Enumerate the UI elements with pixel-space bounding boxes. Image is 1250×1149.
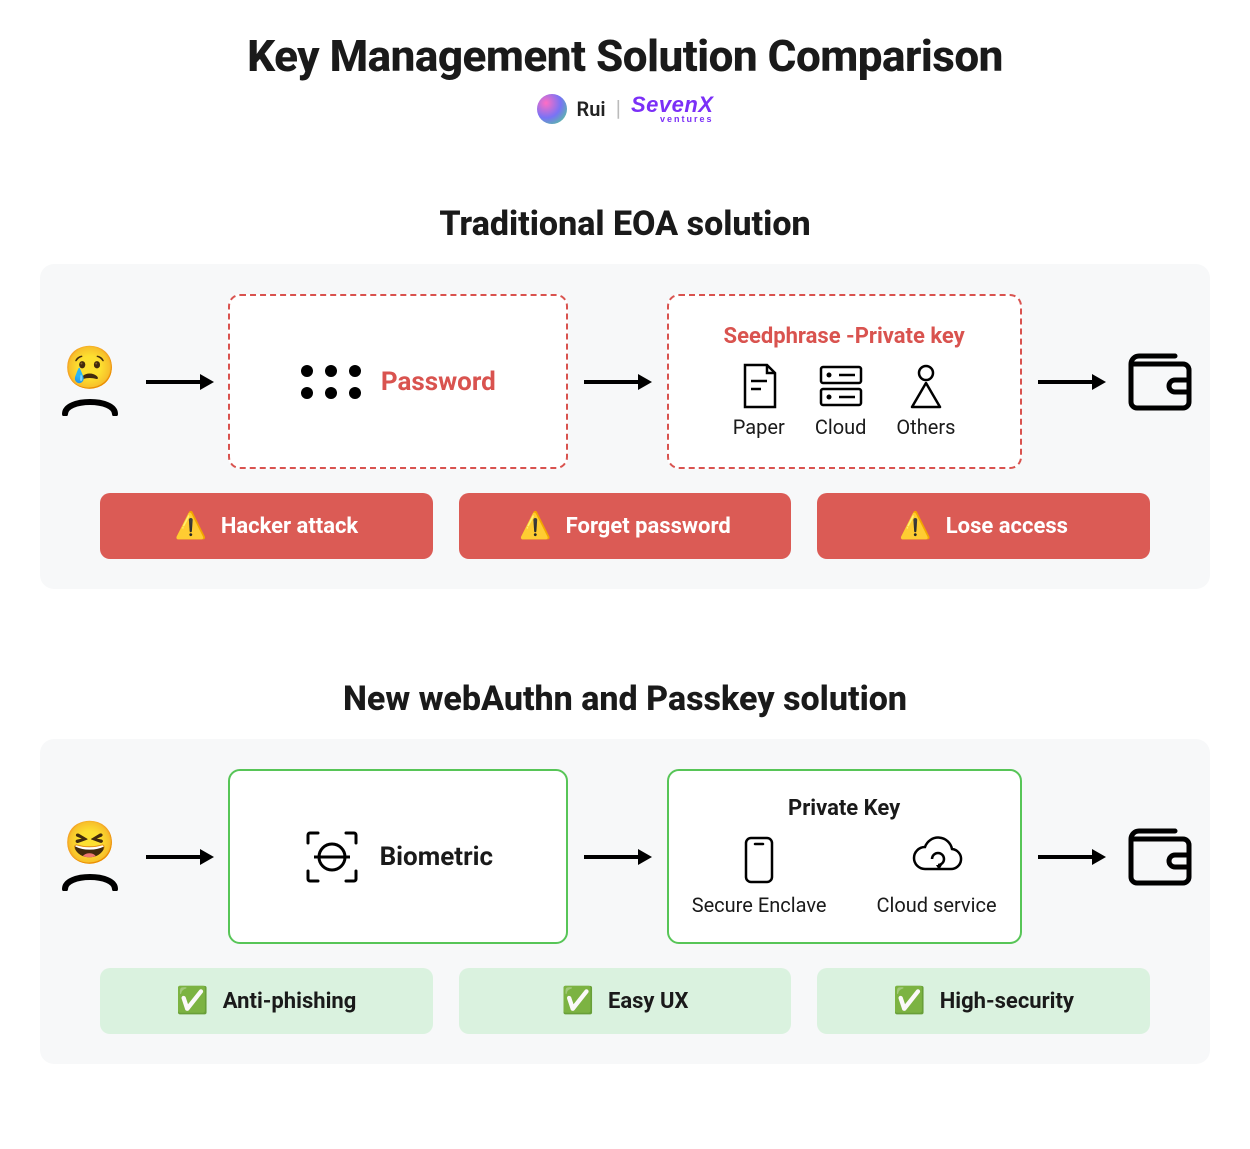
paper-icon bbox=[739, 363, 779, 409]
brand-logo: SevenX ventures bbox=[631, 95, 714, 123]
secure-enclave-item: Secure Enclave bbox=[692, 835, 827, 917]
face-id-icon bbox=[304, 829, 360, 885]
paper-label: Paper bbox=[733, 415, 785, 439]
password-dots-icon bbox=[301, 365, 361, 399]
badge-hacker-attack: ⚠️ Hacker attack bbox=[100, 493, 433, 559]
page-title: Key Management Solution Comparison bbox=[40, 30, 1210, 82]
cloud-service-label: Cloud service bbox=[876, 893, 996, 917]
server-icon bbox=[817, 363, 865, 409]
others-item: Others bbox=[896, 363, 955, 439]
biometric-box: Biometric bbox=[228, 769, 568, 944]
warning-icon: ⚠️ bbox=[899, 511, 931, 541]
badge-forget-password: ⚠️ Forget password bbox=[459, 493, 792, 559]
author-name: Rui bbox=[577, 97, 606, 121]
biometric-label: Biometric bbox=[380, 842, 493, 872]
section2-flow: 😆 Biometric Private Key bbox=[40, 769, 1210, 944]
wallet-1 bbox=[1120, 352, 1200, 412]
warning-icon: ⚠️ bbox=[174, 511, 206, 541]
badge-text: Forget password bbox=[566, 514, 731, 539]
section2-title: New webAuthn and Passkey solution bbox=[40, 679, 1210, 719]
seedphrase-title: Seedphrase -Private key bbox=[724, 324, 965, 349]
others-label: Others bbox=[896, 415, 955, 439]
cloud-service-item: Cloud service bbox=[876, 835, 996, 917]
byline: Rui | SevenX ventures bbox=[40, 94, 1210, 124]
badge-easy-ux: ✅ Easy UX bbox=[459, 968, 792, 1034]
section1-title: Traditional EOA solution bbox=[40, 204, 1210, 244]
arrow-3 bbox=[1036, 370, 1106, 394]
arrow-5 bbox=[582, 845, 652, 869]
badge-text: Easy UX bbox=[608, 989, 688, 1014]
seedphrase-box: Seedphrase -Private key Paper bbox=[667, 294, 1022, 469]
byline-separator: | bbox=[616, 97, 621, 122]
person-icon bbox=[906, 363, 946, 409]
private-key-title: Private Key bbox=[788, 796, 900, 821]
badge-text: High-security bbox=[940, 989, 1074, 1014]
author-avatar bbox=[537, 94, 567, 124]
storage-icons-row-2: Secure Enclave Cloud service bbox=[692, 835, 997, 917]
paper-item: Paper bbox=[733, 363, 785, 439]
warning-icon: ⚠️ bbox=[519, 511, 551, 541]
badge-text: Lose access bbox=[946, 514, 1068, 539]
badge-text: Hacker attack bbox=[221, 514, 358, 539]
user-happy: 😆 bbox=[50, 823, 130, 891]
wallet-icon bbox=[1125, 352, 1195, 412]
check-icon: ✅ bbox=[893, 986, 925, 1016]
section1-flow: 😢 Password Seedphrase -Private key bbox=[40, 294, 1210, 469]
arrow-1 bbox=[144, 370, 214, 394]
badge-lose-access: ⚠️ Lose access bbox=[817, 493, 1150, 559]
user-sad: 😢 bbox=[50, 348, 130, 416]
arrow-4 bbox=[144, 845, 214, 869]
cloud-sync-icon bbox=[910, 835, 964, 885]
check-icon: ✅ bbox=[562, 986, 594, 1016]
wallet-2 bbox=[1120, 827, 1200, 887]
secure-enclave-label: Secure Enclave bbox=[692, 893, 827, 917]
password-label: Password bbox=[381, 367, 496, 397]
section2-badges: ✅ Anti-phishing ✅ Easy UX ✅ High-securit… bbox=[40, 968, 1210, 1034]
private-key-box: Private Key Secure Enclave Cloud serv bbox=[667, 769, 1022, 944]
badge-high-security: ✅ High-security bbox=[817, 968, 1150, 1034]
section1-panel: 😢 Password Seedphrase -Private key bbox=[40, 264, 1210, 589]
cloud-label: Cloud bbox=[815, 415, 867, 439]
cloud-item: Cloud bbox=[815, 363, 867, 439]
arrow-6 bbox=[1036, 845, 1106, 869]
check-icon: ✅ bbox=[176, 986, 208, 1016]
badge-anti-phishing: ✅ Anti-phishing bbox=[100, 968, 433, 1034]
arrow-2 bbox=[582, 370, 652, 394]
phone-icon bbox=[742, 835, 776, 885]
person-body-icon bbox=[61, 384, 119, 416]
section2-panel: 😆 Biometric Private Key bbox=[40, 739, 1210, 1064]
person-body-icon bbox=[61, 859, 119, 891]
wallet-icon bbox=[1125, 827, 1195, 887]
storage-icons-row: Paper Cloud bbox=[733, 363, 956, 439]
section1-badges: ⚠️ Hacker attack ⚠️ Forget password ⚠️ L… bbox=[40, 493, 1210, 559]
password-box: Password bbox=[228, 294, 568, 469]
badge-text: Anti-phishing bbox=[223, 989, 357, 1014]
